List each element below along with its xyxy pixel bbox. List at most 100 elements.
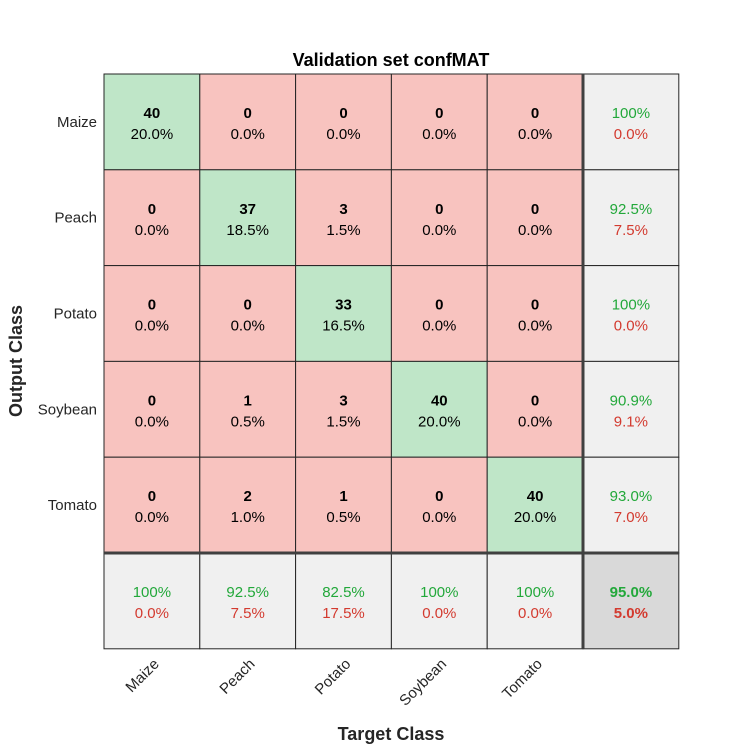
matrix-cells: 4020.0%00.0%00.0%00.0%00.0%00.0%3718.5%3… — [103, 73, 680, 650]
y-tick-label: Tomato — [48, 497, 97, 514]
matrix-cell — [199, 265, 297, 362]
cell-count: 0 — [435, 488, 443, 505]
matrix-cell — [199, 360, 297, 458]
cell-count: 0 — [244, 297, 252, 314]
cell-count: 0 — [435, 297, 443, 314]
cell-count: 0 — [148, 201, 156, 218]
cell-percent: 0.0% — [422, 222, 456, 239]
cell-percent: 0.0% — [135, 413, 169, 430]
matrix-cell — [486, 265, 584, 362]
matrix-cell — [295, 265, 392, 362]
cell-count: 0 — [435, 105, 443, 122]
total-wrong: 5.0% — [614, 605, 648, 622]
cell-percent: 0.0% — [518, 222, 552, 239]
row-summary-correct: 100% — [612, 297, 650, 314]
row-summary-wrong: 7.5% — [614, 222, 648, 239]
x-axis-label: Target Class — [338, 724, 445, 744]
matrix-cell — [295, 73, 392, 171]
row-summary-correct: 100% — [612, 105, 650, 122]
y-tick-label: Potato — [54, 306, 97, 323]
matrix-cell — [295, 169, 392, 267]
cell-count: 0 — [339, 105, 347, 122]
col-summary-cell — [486, 552, 584, 650]
cell-count: 0 — [531, 392, 539, 409]
cell-percent: 0.0% — [422, 318, 456, 335]
cell-count: 0 — [148, 392, 156, 409]
matrix-cell — [390, 265, 488, 362]
cell-percent: 1.5% — [326, 222, 360, 239]
cell-percent: 0.0% — [518, 126, 552, 143]
row-summary-wrong: 0.0% — [614, 126, 648, 143]
col-summary-wrong: 7.5% — [231, 605, 265, 622]
matrix-cell — [199, 73, 297, 171]
cell-percent: 0.0% — [518, 318, 552, 335]
row-summary-wrong: 0.0% — [614, 318, 648, 335]
cell-count: 0 — [531, 297, 539, 314]
cell-count: 0 — [244, 105, 252, 122]
cell-percent: 0.0% — [326, 126, 360, 143]
cell-count: 40 — [144, 105, 161, 122]
total-cell — [582, 552, 680, 650]
cell-count: 40 — [431, 392, 448, 409]
row-summary-cell — [582, 456, 680, 554]
matrix-cell — [295, 360, 392, 458]
cell-percent: 0.0% — [135, 222, 169, 239]
matrix-cell — [199, 456, 297, 554]
cell-percent: 1.5% — [326, 413, 360, 430]
cell-count: 0 — [531, 201, 539, 218]
cell-percent: 1.0% — [231, 509, 265, 526]
row-summary-wrong: 7.0% — [614, 509, 648, 526]
row-summary-correct: 93.0% — [610, 488, 653, 505]
matrix-cell — [486, 169, 584, 267]
cell-percent: 0.0% — [422, 126, 456, 143]
cell-percent: 20.0% — [514, 509, 557, 526]
matrix-cell — [390, 73, 488, 171]
row-summary-correct: 92.5% — [610, 201, 653, 218]
col-summary-wrong: 0.0% — [135, 605, 169, 622]
matrix-cell — [103, 73, 201, 171]
matrix-cell — [486, 73, 584, 171]
cell-percent: 16.5% — [322, 318, 365, 335]
x-tick-label: Tomato — [499, 656, 546, 703]
cell-percent: 20.0% — [418, 413, 461, 430]
cell-percent: 0.0% — [231, 126, 265, 143]
y-tick-label: Maize — [57, 114, 97, 131]
col-summary-correct: 92.5% — [226, 584, 269, 601]
cell-count: 0 — [148, 297, 156, 314]
col-summary-cell — [390, 552, 488, 650]
cell-count: 0 — [148, 488, 156, 505]
cell-count: 37 — [239, 201, 256, 218]
cell-percent: 0.0% — [518, 413, 552, 430]
matrix-cell — [103, 456, 201, 554]
cell-count: 1 — [244, 392, 252, 409]
matrix-cell — [486, 360, 584, 458]
matrix-cell — [295, 456, 392, 554]
y-tick-label: Peach — [54, 210, 97, 227]
row-summary-cell — [582, 360, 680, 458]
y-axis-label: Output Class — [6, 305, 26, 417]
col-summary-correct: 100% — [133, 584, 171, 601]
cell-percent: 0.0% — [422, 509, 456, 526]
y-tick-label: Soybean — [38, 401, 97, 418]
matrix-cell — [103, 169, 201, 267]
cell-count: 1 — [339, 488, 347, 505]
col-summary-wrong: 0.0% — [518, 605, 552, 622]
col-summary-wrong: 0.0% — [422, 605, 456, 622]
matrix-cell — [486, 456, 584, 554]
row-summary-cell — [582, 265, 680, 362]
total-correct: 95.0% — [610, 584, 653, 601]
col-summary-correct: 82.5% — [322, 584, 365, 601]
cell-count: 0 — [435, 201, 443, 218]
col-summary-correct: 100% — [516, 584, 554, 601]
cell-percent: 0.5% — [326, 509, 360, 526]
col-summary-correct: 100% — [420, 584, 458, 601]
cell-count: 33 — [335, 297, 352, 314]
matrix-cell — [103, 360, 201, 458]
cell-count: 0 — [531, 105, 539, 122]
cell-percent: 0.0% — [135, 318, 169, 335]
col-summary-wrong: 17.5% — [322, 605, 365, 622]
row-summary-wrong: 9.1% — [614, 413, 648, 430]
x-tick-label: Maize — [122, 656, 162, 696]
x-tick-label: Potato — [312, 656, 355, 699]
